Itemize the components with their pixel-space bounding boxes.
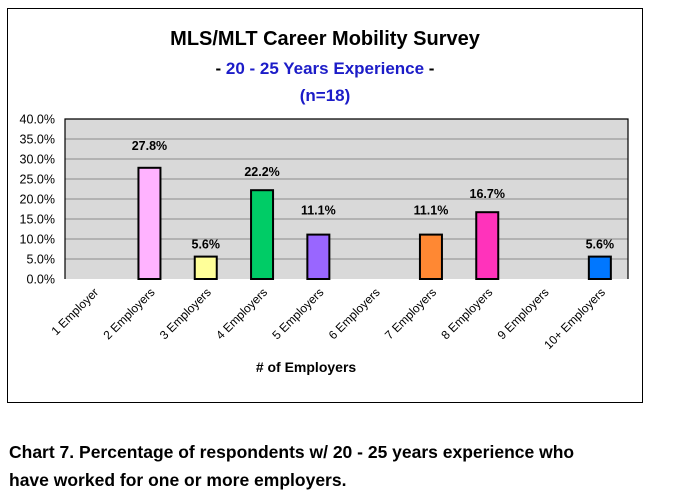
bar [306, 233, 331, 281]
subtitle-suffix: - [424, 59, 435, 78]
x-tick-label: 9 Employers [495, 285, 552, 342]
caption-line-1: Chart 7. Percentage of respondents w/ 20… [9, 442, 575, 462]
y-tick-label: 5.0% [27, 253, 56, 267]
bar [475, 211, 500, 280]
y-tick-label: 30.0% [20, 153, 55, 167]
chart-title: MLS/MLT Career Mobility Survey [170, 28, 480, 50]
x-tick-label: 2 Employers [101, 285, 158, 342]
x-tick-label: 1 Employer [48, 285, 101, 338]
data-label: 5.6% [192, 238, 221, 252]
data-label: 11.1% [301, 204, 336, 218]
data-label: 11.1% [414, 204, 449, 218]
caption-line-2: have worked for one or more employers. [9, 470, 347, 490]
y-tick-label: 35.0% [20, 133, 55, 147]
y-tick-label: 25.0% [20, 173, 55, 187]
x-axis-label: # of Employers [256, 359, 357, 375]
data-label: 5.6% [586, 238, 615, 252]
y-tick-label: 0.0% [27, 273, 56, 287]
x-tick-label: 3 Employers [157, 285, 214, 342]
data-label: 16.7% [470, 187, 505, 201]
y-tick-label: 10.0% [20, 233, 55, 247]
x-tick-label: 7 Employers [382, 285, 439, 342]
bar [250, 189, 275, 280]
bar-chart: 0.0% 5.0% 10.0% 15.0% 20.0% 25.0% 30.0% 35.0% 40… [20, 113, 629, 375]
y-tick-label: 15.0% [20, 213, 55, 227]
subtitle-prefix: - [215, 59, 226, 78]
data-label: 22.2% [244, 165, 279, 179]
chart-sample-size: (n=18) [299, 86, 351, 105]
data-label: 27.8% [132, 139, 167, 153]
x-tick-label: 5 Employers [269, 285, 326, 342]
x-tick-label: 8 Employers [438, 285, 495, 342]
bar [418, 233, 443, 281]
bar [193, 255, 218, 281]
figure-caption: Chart 7. Percentage of respondents w/ 20… [9, 438, 686, 494]
x-tick-label: 6 Employers [326, 285, 383, 342]
y-tick-label: 40.0% [20, 113, 55, 127]
subtitle-text: 20 - 25 Years Experience [225, 59, 425, 78]
y-tick-label: 20.0% [20, 193, 55, 207]
bar [587, 255, 612, 281]
chart-subtitle: - 20 - 25 Years Experience - [0, 59, 650, 79]
plot-border [64, 118, 629, 279]
bar [137, 166, 162, 280]
x-tick-label: 4 Employers [213, 285, 270, 342]
